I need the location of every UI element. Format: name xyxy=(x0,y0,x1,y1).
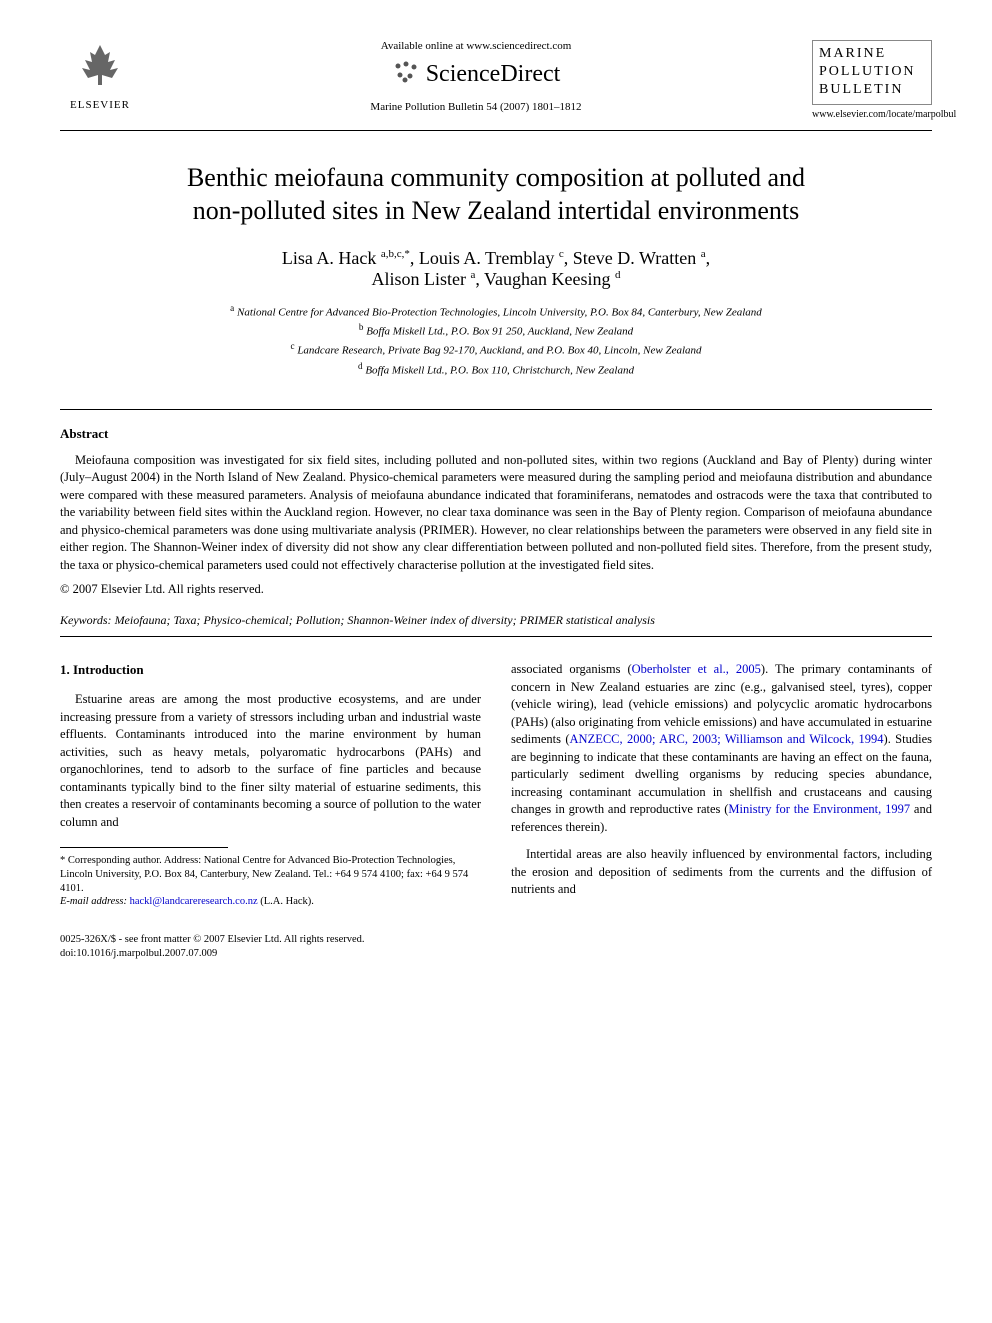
affiliations: a National Centre for Advanced Bio-Prote… xyxy=(60,302,932,379)
elsevier-tree-icon xyxy=(60,40,140,97)
author-3-affil: a xyxy=(701,248,706,260)
email-label: E-mail address: xyxy=(60,896,127,907)
abstract-copyright: © 2007 Elsevier Ltd. All rights reserved… xyxy=(60,582,932,597)
author-5: Vaughan Keesing xyxy=(484,269,610,289)
affiliation-c: c Landcare Research, Private Bag 92-170,… xyxy=(60,340,932,359)
keywords-label: Keywords: xyxy=(60,613,112,627)
intro-heading: 1. Introduction xyxy=(60,661,481,679)
left-column: 1. Introduction Estuarine areas are amon… xyxy=(60,661,481,909)
affiliation-d: d Boffa Miskell Ltd., P.O. Box 110, Chri… xyxy=(60,360,932,379)
intro-para-1-right: associated organisms (Oberholster et al.… xyxy=(511,661,932,836)
sciencedirect-brand: ScienceDirect xyxy=(140,60,812,91)
center-header: Available online at www.sciencedirect.co… xyxy=(140,40,812,113)
author-2-affil: c xyxy=(559,248,564,260)
author-5-affil: d xyxy=(615,269,621,281)
elsevier-label: ELSEVIER xyxy=(60,99,140,111)
journal-url: www.elsevier.com/locate/marpolbul xyxy=(812,109,932,120)
doi-line: doi:10.1016/j.marpolbul.2007.07.009 xyxy=(60,947,932,961)
sciencedirect-icon xyxy=(392,60,420,91)
journal-logo-line3: BULLETIN xyxy=(819,81,925,99)
title-line2: non-polluted sites in New Zealand intert… xyxy=(193,196,800,225)
journal-logo: MARINE POLLUTION BULLETIN www.elsevier.c… xyxy=(812,40,932,120)
journal-logo-line1: MARINE xyxy=(819,45,925,63)
available-online-text: Available online at www.sciencedirect.co… xyxy=(140,40,812,52)
front-matter-line: 0025-326X/$ - see front matter © 2007 El… xyxy=(60,933,932,947)
corresponding-author-footnote: * Corresponding author. Address: Nationa… xyxy=(60,854,481,909)
affiliation-b: b Boffa Miskell Ltd., P.O. Box 91 250, A… xyxy=(60,321,932,340)
author-4-affil: a xyxy=(470,269,475,281)
body-columns: 1. Introduction Estuarine areas are amon… xyxy=(60,661,932,909)
journal-logo-line2: POLLUTION xyxy=(819,63,925,81)
email-line: E-mail address: hackl@landcareresearch.c… xyxy=(60,895,481,909)
abstract-top-rule xyxy=(60,409,932,410)
affiliation-a: a National Centre for Advanced Bio-Prote… xyxy=(60,302,932,321)
article-title: Benthic meiofauna community composition … xyxy=(60,161,932,229)
page-header: ELSEVIER Available online at www.science… xyxy=(60,40,932,120)
bottom-info: 0025-326X/$ - see front matter © 2007 El… xyxy=(60,933,932,960)
corr-author-text: * Corresponding author. Address: Nationa… xyxy=(60,854,481,895)
abstract-heading: Abstract xyxy=(60,426,932,442)
elsevier-logo: ELSEVIER xyxy=(60,40,140,111)
abstract-text: Meiofauna composition was investigated f… xyxy=(60,452,932,575)
author-1-affil: a,b,c,* xyxy=(381,248,410,260)
keywords: Keywords: Meiofauna; Taxa; Physico-chemi… xyxy=(60,613,932,628)
author-1: Lisa A. Hack xyxy=(282,248,376,268)
author-2: Louis A. Tremblay xyxy=(419,248,555,268)
ref-oberholster[interactable]: Oberholster et al., 2005 xyxy=(632,662,761,676)
email-suffix: (L.A. Hack). xyxy=(260,896,314,907)
right-column: associated organisms (Oberholster et al.… xyxy=(511,661,932,909)
intro-para-2: Intertidal areas are also heavily influe… xyxy=(511,846,932,899)
email-link[interactable]: hackl@landcareresearch.co.nz xyxy=(130,896,258,907)
journal-reference: Marine Pollution Bulletin 54 (2007) 1801… xyxy=(140,101,812,113)
ref-ministry[interactable]: Ministry for the Environment, 1997 xyxy=(728,802,910,816)
title-line1: Benthic meiofauna community composition … xyxy=(187,163,805,192)
author-4: Alison Lister xyxy=(371,269,466,289)
sciencedirect-text: ScienceDirect xyxy=(426,61,561,87)
intro-para-1-left: Estuarine areas are among the most produ… xyxy=(60,691,481,831)
author-3: Steve D. Wratten xyxy=(573,248,696,268)
ref-anzecc[interactable]: ANZECC, 2000; ARC, 2003; Williamson and … xyxy=(570,732,884,746)
header-divider xyxy=(60,130,932,131)
journal-logo-text: MARINE POLLUTION BULLETIN xyxy=(812,40,932,105)
abstract-bottom-rule xyxy=(60,636,932,637)
keywords-text: Meiofauna; Taxa; Physico-chemical; Pollu… xyxy=(115,613,655,627)
authors-list: Lisa A. Hack a,b,c,*, Louis A. Tremblay … xyxy=(60,248,932,290)
footnote-rule xyxy=(60,847,228,848)
